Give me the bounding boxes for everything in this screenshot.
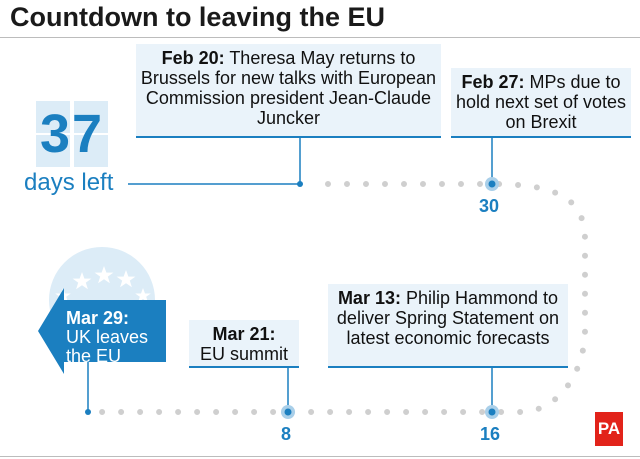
feb20-marker xyxy=(297,181,303,187)
pa-logo: PA xyxy=(595,412,623,446)
days-remaining-feb27: 30 xyxy=(479,196,500,216)
event-text: MPs due to hold next set of votes on Bre… xyxy=(455,72,627,132)
title-divider xyxy=(0,37,640,38)
event-box-feb20: Feb 20: Theresa May returns to Brussels … xyxy=(136,44,441,138)
exit-arrow-shape xyxy=(38,288,166,374)
event-text: Philip Hammond to deliver Spring Stateme… xyxy=(336,288,560,348)
event-date: Feb 20: xyxy=(161,48,225,68)
event-date: Feb 27: xyxy=(461,72,525,92)
event-box-mar13: Mar 13: Philip Hammond to deliver Spring… xyxy=(328,284,568,368)
feb27-marker xyxy=(488,180,496,188)
countdown-label: days left xyxy=(24,169,114,196)
event-text: Theresa May returns to Brussels for new … xyxy=(140,48,437,128)
event-text: UK leaves the EU xyxy=(66,327,149,366)
days-remaining-mar21: 8 xyxy=(281,424,292,444)
mar21-marker xyxy=(284,408,292,416)
event-date: Mar 21: xyxy=(212,324,276,344)
event-box-feb27: Feb 27: MPs due to hold next set of vote… xyxy=(451,68,631,138)
footer-divider xyxy=(0,456,640,457)
event-text: EU summit xyxy=(199,344,288,364)
page-title: Countdown to leaving the EU xyxy=(10,2,385,32)
days-remaining-mar13: 16 xyxy=(480,424,501,444)
event-mar29: Mar 29: UK leaves the EU xyxy=(66,309,166,366)
mar29-marker xyxy=(85,409,91,415)
event-date: Mar 13: xyxy=(337,288,401,308)
timeline-dotted-path xyxy=(89,181,588,415)
event-date: Mar 29: xyxy=(66,308,130,328)
countdown-number: 37 xyxy=(36,101,108,167)
event-box-mar21: Mar 21: EU summit xyxy=(189,320,299,368)
mar13-marker xyxy=(488,408,496,416)
